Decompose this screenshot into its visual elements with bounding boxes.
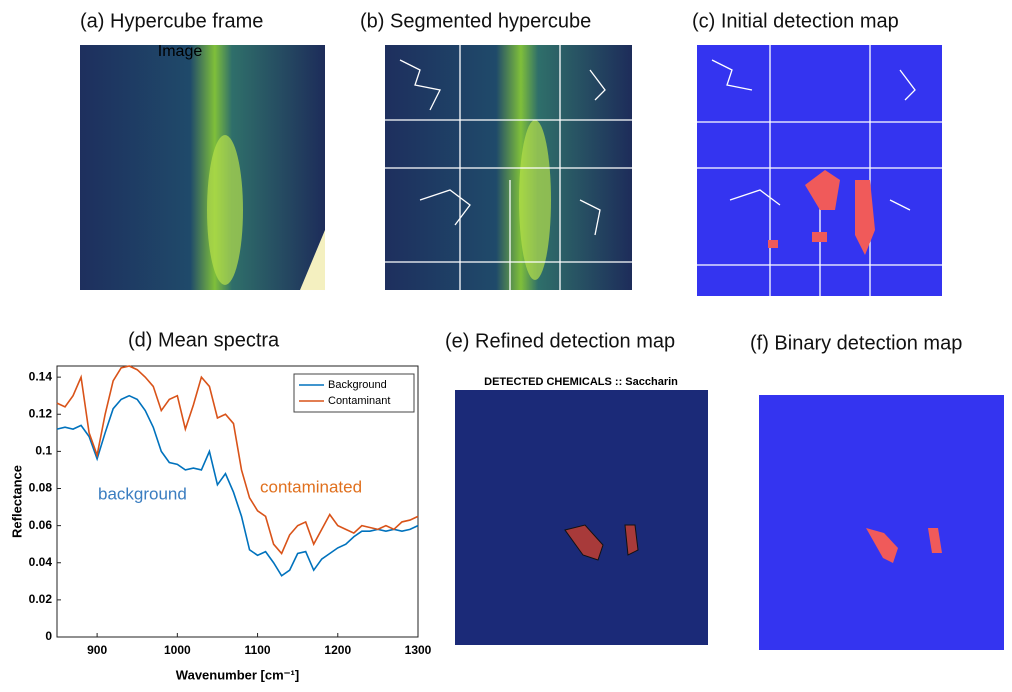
refined-map [455,390,708,645]
legend-label: Contaminant [328,395,390,407]
y-axis-label: Reflectance [9,465,24,538]
y-tick-label: 0 [45,629,52,643]
legend-label: Background [328,379,387,391]
y-tick-label: 0.1 [35,444,52,458]
y-tick-label: 0.04 [29,555,53,569]
map-header: DETECTED CHEMICALS :: Saccharin [484,376,678,388]
segment-lines [697,45,942,296]
x-axis-label: Wavenumber [cm⁻¹] [176,667,299,682]
annotation: contaminated [260,477,362,496]
chart-title: (d) Mean spectra [128,329,280,351]
detection-blobs [768,170,875,255]
x-tick-label: 1200 [324,643,351,657]
segment-lines [385,45,632,290]
x-tick-label: 1100 [245,643,271,657]
x-tick-label: 1300 [405,643,432,657]
annotation: background [98,484,187,503]
binary-map [759,395,1004,650]
legend-box [293,373,415,413]
panel-title: (f) Binary detection map [750,332,962,354]
y-tick-label: 0.08 [29,481,53,495]
caption: Image [158,43,203,60]
hypercube-image [80,45,325,290]
panel-title: (b) Segmented hypercube [360,10,591,32]
series-line [56,365,419,555]
panel-title: (a) Hypercube frame [80,10,263,32]
corner [300,230,325,290]
y-tick-label: 0.12 [29,406,53,420]
y-tick-label: 0.14 [29,369,53,383]
series-line [56,394,419,577]
band [207,135,243,285]
detection-blobs [866,528,942,563]
line-chart: 0 0.02 0.04 0.06 0.08 0.1 0.12 0.14 900 1000 1100 1… [9,365,432,682]
band [519,120,551,280]
detection-blobs [564,524,639,561]
panel-title: (c) Initial detection map [692,10,899,32]
y-tick-label: 0.06 [29,518,53,532]
panel-title: (e) Refined detection map [445,330,675,352]
y-tick-label: 0.02 [29,592,53,606]
x-tick-label: 1000 [164,643,191,657]
x-tick-label: 900 [87,643,107,657]
